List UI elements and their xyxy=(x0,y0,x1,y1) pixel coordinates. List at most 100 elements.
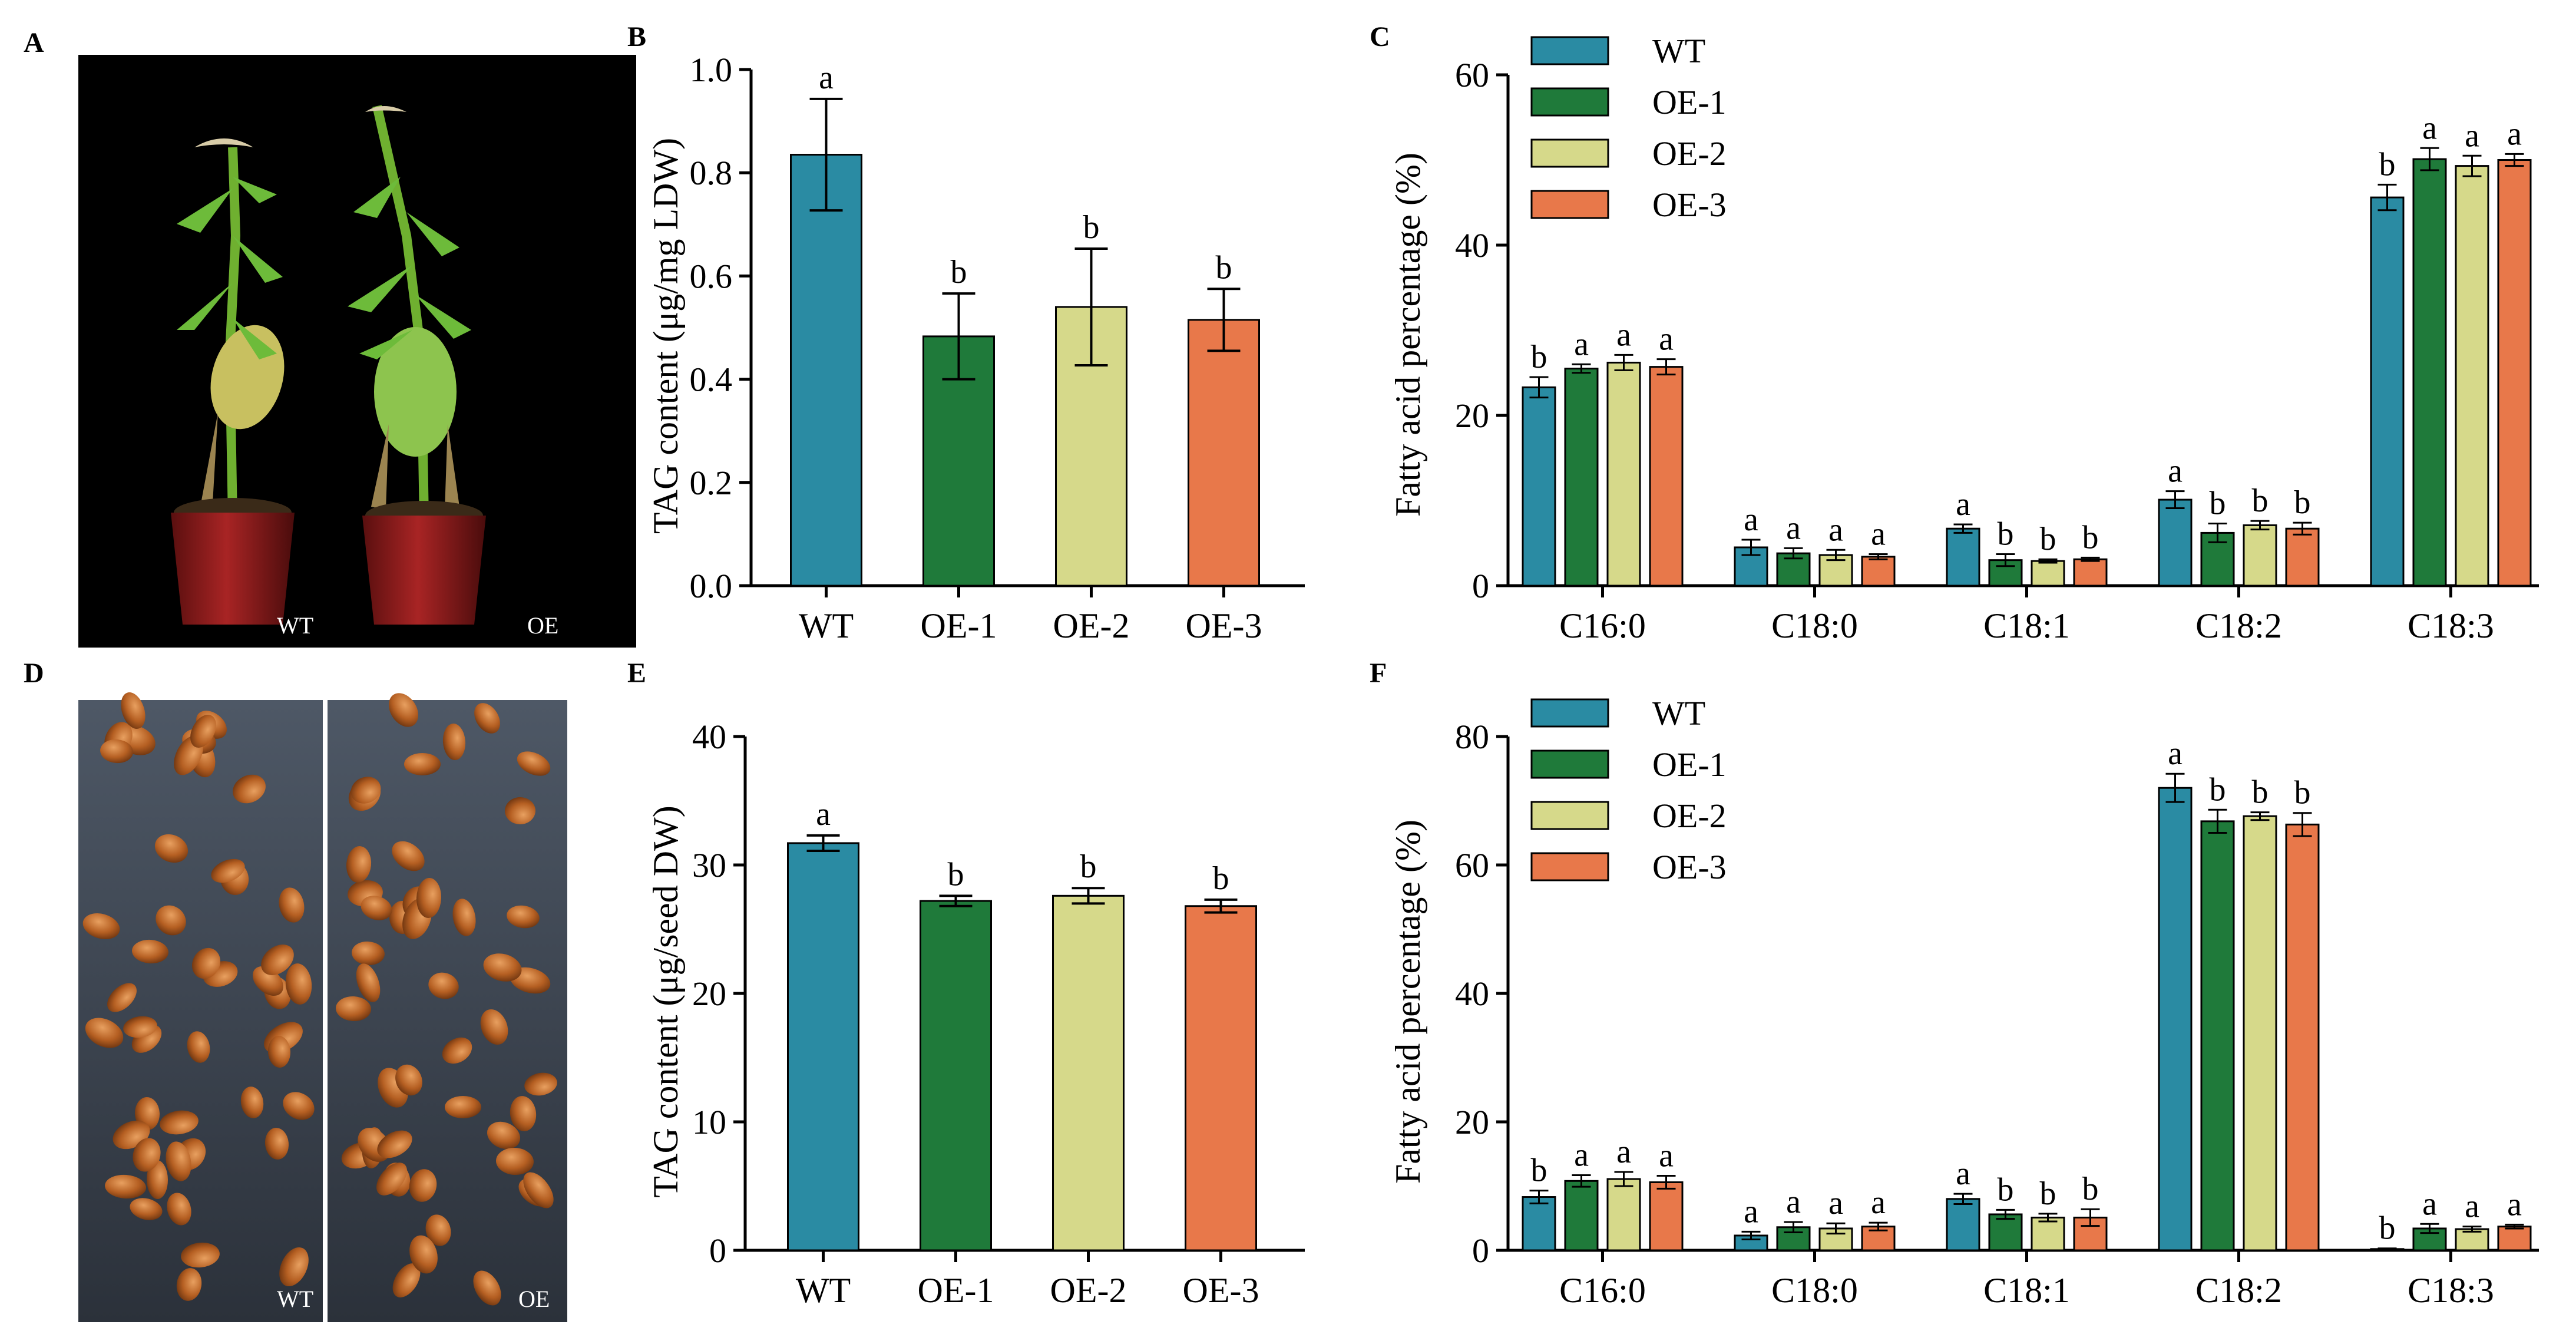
significance-label: b xyxy=(2082,1171,2099,1207)
legend-swatch-oe-2 xyxy=(1530,801,1609,830)
bar-oe-2-c18-2 xyxy=(2243,815,2277,1251)
seed xyxy=(483,953,522,982)
seed xyxy=(82,913,120,940)
seed xyxy=(160,1110,199,1135)
x-tick-label: C18:0 xyxy=(1771,1271,1858,1310)
legend-label: OE-1 xyxy=(1652,83,1727,121)
significance-label: a xyxy=(1574,326,1589,362)
bar-wt-c18-2 xyxy=(2158,787,2193,1251)
seed xyxy=(211,858,245,883)
bar-oe-2-c18-3 xyxy=(2455,1228,2489,1251)
significance-label: b xyxy=(1531,1153,1547,1189)
x-tick-label: C18:3 xyxy=(2408,1271,2494,1310)
bar-oe-3-c16-0 xyxy=(1649,366,1684,587)
bar-oe-3 xyxy=(1185,905,1257,1251)
seed xyxy=(279,887,305,923)
seed xyxy=(336,996,371,1022)
significance-label: a xyxy=(2465,1188,2479,1225)
bar-oe-3 xyxy=(1188,319,1260,587)
legend-label: OE-3 xyxy=(1652,848,1727,886)
x-tick-label: OE-2 xyxy=(1053,606,1130,645)
seed xyxy=(167,1193,191,1226)
x-tick-label: C18:1 xyxy=(1983,606,2070,645)
y-tick-label: 80 xyxy=(1455,718,1489,756)
significance-label: a xyxy=(819,60,834,96)
seed xyxy=(442,724,466,760)
y-tick-label: 60 xyxy=(1455,56,1489,94)
legend-swatch-oe-1 xyxy=(1530,749,1609,779)
bar-oe-2-c18-3 xyxy=(2455,165,2489,587)
seed xyxy=(416,878,442,918)
significance-label: b xyxy=(2294,484,2311,521)
seed xyxy=(130,1198,163,1220)
panel-letter-f: F xyxy=(1370,658,1387,689)
x-tick-label: OE-3 xyxy=(1183,1271,1259,1310)
y-tick-label: 40 xyxy=(692,718,726,756)
seed xyxy=(267,1036,291,1068)
significance-label: b xyxy=(948,856,964,893)
y-tick-label: 20 xyxy=(692,975,726,1013)
y-tick-label: 60 xyxy=(1455,846,1489,884)
significance-label: a xyxy=(1786,510,1801,546)
bar-oe-1-c18-3 xyxy=(2412,158,2447,587)
y-tick-label: 0.4 xyxy=(690,361,733,399)
seed xyxy=(346,846,372,883)
seed xyxy=(191,947,221,979)
bar-oe-1 xyxy=(920,900,992,1251)
bar-oe-2 xyxy=(1052,894,1125,1251)
significance-label: b xyxy=(2379,1210,2396,1247)
significance-label: a xyxy=(1956,1155,1970,1192)
y-axis-title: TAG content (μg/mg LDW) xyxy=(646,138,685,534)
bar-oe-3-c16-0 xyxy=(1649,1181,1684,1251)
significance-label: a xyxy=(1828,511,1843,548)
photo-label-oe: OE xyxy=(518,1286,550,1312)
significance-label: a xyxy=(2422,1186,2437,1222)
bar-wt xyxy=(790,154,862,587)
seed xyxy=(376,1163,407,1196)
seed xyxy=(233,774,266,804)
significance-label: a xyxy=(1574,1137,1589,1173)
significance-label: b xyxy=(2252,483,2269,519)
bar-oe-1-c18-1 xyxy=(1988,1213,2023,1251)
y-tick-label: 1.0 xyxy=(690,51,733,89)
legend-label: WT xyxy=(1652,694,1705,732)
bar-oe-1-c16-0 xyxy=(1564,1180,1599,1251)
seed xyxy=(452,899,476,936)
y-tick-label: 40 xyxy=(1455,226,1489,265)
seed xyxy=(85,1018,124,1048)
significance-label: b xyxy=(2082,519,2099,556)
seed xyxy=(510,1096,537,1131)
x-tick-label: C16:0 xyxy=(1559,606,1646,645)
x-tick-label: C18:0 xyxy=(1771,606,1858,645)
y-tick-label: 10 xyxy=(692,1103,726,1141)
bar-oe-1-c18-2 xyxy=(2200,820,2235,1251)
seed xyxy=(154,834,189,863)
seed xyxy=(100,739,133,764)
seed xyxy=(392,1263,421,1297)
seed xyxy=(181,1242,220,1268)
y-tick-label: 0.8 xyxy=(690,154,733,192)
x-tick-label: OE-2 xyxy=(1050,1271,1127,1310)
x-tick-label: OE-1 xyxy=(918,1271,994,1310)
seed xyxy=(517,751,551,776)
legend-swatch-oe-3 xyxy=(1530,190,1609,219)
panel-letter-b: B xyxy=(627,21,646,52)
photo-divider xyxy=(323,700,328,1322)
significance-label: a xyxy=(1956,486,1970,523)
x-tick-label: OE-1 xyxy=(921,606,997,645)
significance-label: b xyxy=(2210,771,2226,808)
significance-label: b xyxy=(951,254,967,290)
seed xyxy=(352,941,385,966)
seed xyxy=(350,777,381,804)
seed xyxy=(409,1169,437,1202)
significance-label: b xyxy=(1216,249,1232,286)
significance-label: a xyxy=(1828,1185,1843,1221)
significance-label: a xyxy=(1616,316,1631,353)
significance-label: a xyxy=(2507,115,2522,152)
seed xyxy=(283,1092,315,1120)
seed xyxy=(146,1160,168,1199)
bar-oe-3-c18-2 xyxy=(2285,527,2320,587)
seed xyxy=(409,1235,438,1274)
